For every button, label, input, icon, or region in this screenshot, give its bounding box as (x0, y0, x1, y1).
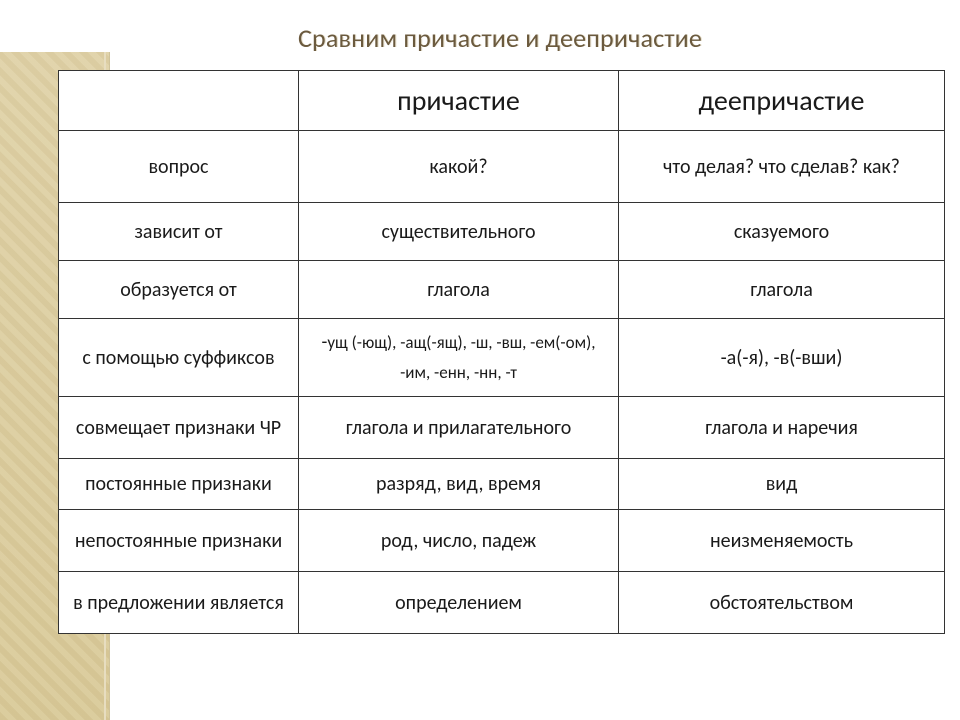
cell-participle: определением (299, 572, 619, 634)
row-label: совмещает признаки ЧР (59, 397, 299, 459)
row-label: непостоянные признаки (59, 510, 299, 572)
cell-participle: род, число, падеж (299, 510, 619, 572)
table-row: зависит отсуществительногосказуемого (59, 203, 945, 261)
col-header-gerund: деепричастие (619, 71, 945, 131)
cell-participle: существительного (299, 203, 619, 261)
cell-participle: глагола и прилагательного (299, 397, 619, 459)
cell-gerund: сказуемого (619, 203, 945, 261)
table-row: постоянные признакиразряд, вид, времявид (59, 459, 945, 510)
table-row: непостоянные признакирод, число, падежне… (59, 510, 945, 572)
cell-gerund: что делая? что сделав? как? (619, 131, 945, 203)
cell-gerund: неизменяемость (619, 510, 945, 572)
table-row: с помощью суффиксов-ущ (-ющ), -ащ(-ящ), … (59, 319, 945, 397)
cell-participle: разряд, вид, время (299, 459, 619, 510)
cell-gerund: глагола и наречия (619, 397, 945, 459)
col-header-participle: причастие (299, 71, 619, 131)
table-row: образуется отглаголаглагола (59, 261, 945, 319)
cell-gerund: глагола (619, 261, 945, 319)
cell-gerund: обстоятельством (619, 572, 945, 634)
comparison-table: причастиедеепричастиевопроскакой?что дел… (58, 70, 945, 634)
table-row: в предложении являетсяопределениемобстоя… (59, 572, 945, 634)
cell-participle: какой? (299, 131, 619, 203)
cell-gerund: -а(-я), -в(-вши) (619, 319, 945, 397)
slide: Сравним причастие и деепричастие причаст… (0, 0, 960, 720)
row-label: с помощью суффиксов (59, 319, 299, 397)
row-label: вопрос (59, 131, 299, 203)
suffix-rest: ущ (-ющ), -ащ(-ящ), -ш, -вш, -ем(-ом), -… (327, 332, 595, 383)
slide-title: Сравним причастие и деепричастие (0, 22, 960, 54)
row-label: в предложении является (59, 572, 299, 634)
cell-gerund: вид (619, 459, 945, 510)
cell-participle: глагола (299, 261, 619, 319)
table-row: совмещает признаки ЧРглагола и прилагате… (59, 397, 945, 459)
cell-participle: -ущ (-ющ), -ащ(-ящ), -ш, -вш, -ем(-ом), … (299, 319, 619, 397)
row-label: образуется от (59, 261, 299, 319)
row-label: постоянные признаки (59, 459, 299, 510)
row-label: зависит от (59, 203, 299, 261)
header-empty-cell (59, 71, 299, 131)
table-row: вопроскакой?что делая? что сделав? как? (59, 131, 945, 203)
